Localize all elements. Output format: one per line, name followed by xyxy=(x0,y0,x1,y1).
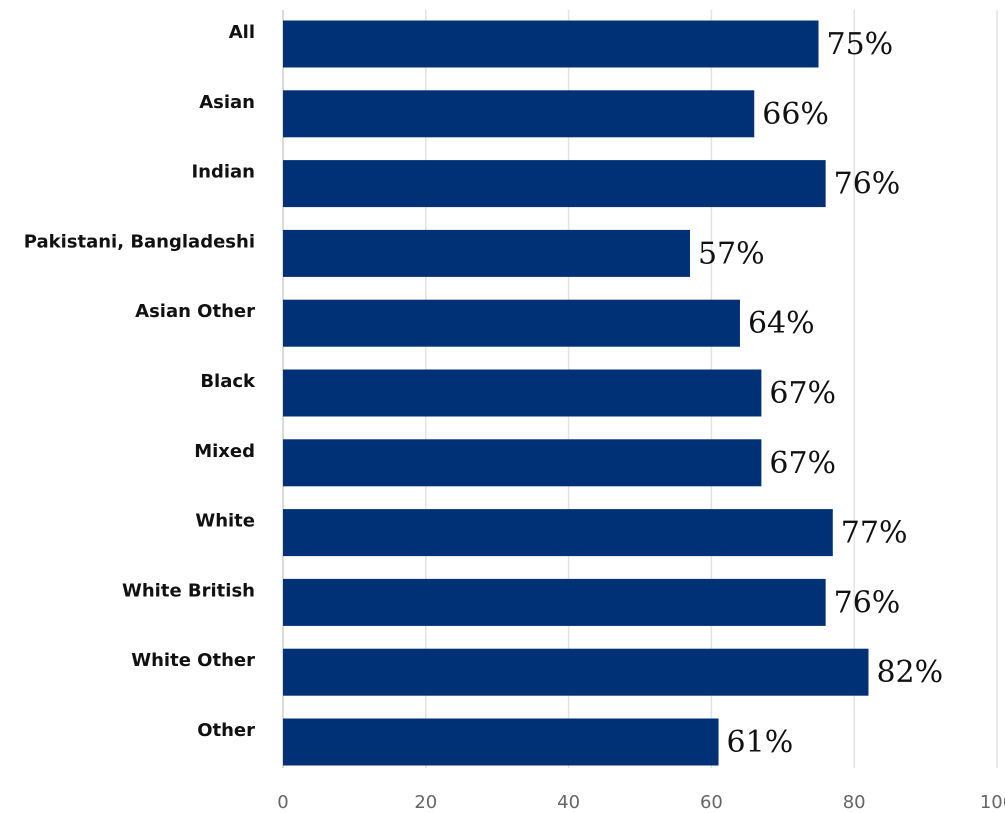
bar-asian xyxy=(283,90,755,138)
value-label-indian: 76% xyxy=(834,167,901,202)
x-tick-label-20: 20 xyxy=(414,792,437,813)
category-label-mixed: Mixed xyxy=(194,441,255,462)
value-label-asian-other: 64% xyxy=(748,306,815,341)
category-label-other: Other xyxy=(197,720,255,741)
bar-white xyxy=(283,509,833,557)
category-label-black: Black xyxy=(200,371,256,392)
value-label-black: 67% xyxy=(769,376,836,411)
x-tick-label-100: 100 xyxy=(980,792,1005,813)
value-label-asian: 66% xyxy=(762,97,829,132)
x-axis-ticks: 0 20 40 60 80 100 xyxy=(277,792,1005,813)
x-tick-label-40: 40 xyxy=(557,792,580,813)
value-label-pakistani-bangladeshi: 57% xyxy=(698,236,765,271)
bar-all xyxy=(283,20,819,68)
x-tick-label-60: 60 xyxy=(700,792,723,813)
bar-black xyxy=(283,369,762,417)
bar-asian-other xyxy=(283,299,740,347)
value-labels: 75%66%76%57%64%67%67%77%76%82%61% xyxy=(698,27,943,760)
value-label-white: 77% xyxy=(841,516,908,551)
x-tick-label-80: 80 xyxy=(843,792,866,813)
value-label-white-other: 82% xyxy=(876,655,943,690)
value-label-white-british: 76% xyxy=(834,585,901,620)
category-label-indian: Indian xyxy=(191,162,255,183)
category-label-asian: Asian xyxy=(199,92,255,113)
category-labels: All Asian Indian Pakistani, Bangladeshi Asia… xyxy=(24,22,256,741)
value-label-mixed: 67% xyxy=(769,446,836,481)
category-label-white-other: White Other xyxy=(131,650,255,671)
value-label-all: 75% xyxy=(827,27,894,62)
category-label-pakistani-bangladeshi: Pakistani, Bangladeshi xyxy=(24,231,255,252)
category-label-asian-other: Asian Other xyxy=(135,301,255,322)
bar-white-british xyxy=(283,578,826,626)
category-label-all: All xyxy=(229,22,255,43)
category-label-white-british: White British xyxy=(122,580,255,601)
bar-pakistani-bangladeshi xyxy=(283,229,690,277)
bar-indian xyxy=(283,160,826,208)
category-label-white: White xyxy=(195,511,255,532)
x-tick-label-0: 0 xyxy=(277,792,288,813)
bars xyxy=(283,20,869,766)
bar-white-other xyxy=(283,648,869,696)
bar-other xyxy=(283,718,719,766)
value-label-other: 61% xyxy=(727,725,794,760)
bar-mixed xyxy=(283,439,762,487)
